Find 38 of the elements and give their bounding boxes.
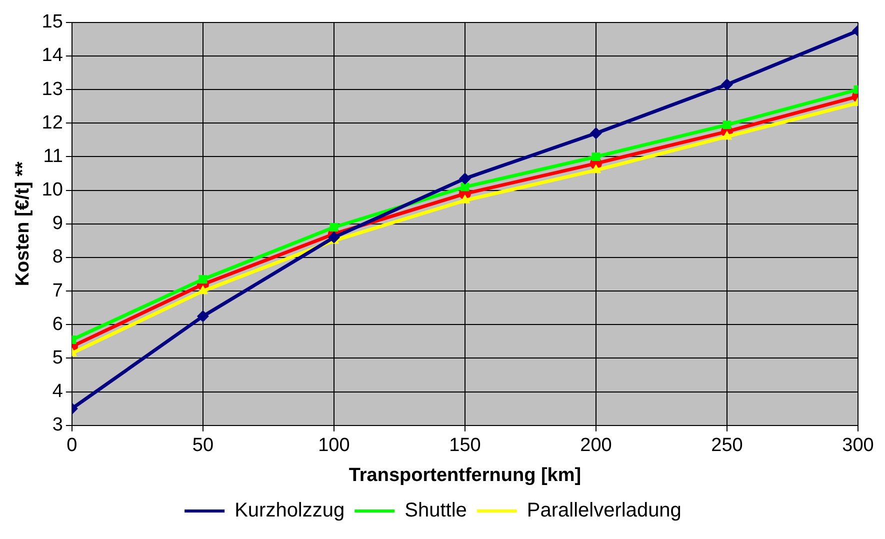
- point: [590, 127, 602, 140]
- point: [458, 172, 471, 185]
- x-tick-label: 150: [449, 435, 481, 456]
- point: [460, 194, 470, 204]
- point: [720, 78, 733, 91]
- y-tick-label: 14: [42, 45, 64, 66]
- point: [592, 152, 600, 161]
- y-tick-label: 6: [52, 314, 63, 335]
- legend-label: Shuttle: [404, 500, 467, 522]
- x-tick-label: 250: [711, 435, 743, 456]
- x-axis-title: Transportentfernung [km]: [348, 464, 582, 486]
- point: [460, 182, 470, 192]
- point: [330, 223, 338, 232]
- y-tick-label: 9: [52, 213, 63, 234]
- x-tick-label: 50: [192, 435, 214, 456]
- point: [590, 164, 602, 174]
- x-tick-label: 100: [318, 435, 350, 456]
- y-tick-label: 5: [52, 347, 63, 368]
- point: [722, 120, 732, 130]
- y-tick-label: 8: [52, 246, 63, 268]
- x-tick-label: 0: [66, 435, 78, 456]
- y-tick-label: 3: [52, 414, 63, 436]
- y-tick-label: 4: [52, 381, 64, 402]
- legend-label: Parallelverladung: [526, 500, 682, 522]
- y-tick-label: 10: [42, 180, 63, 201]
- y-tick-label: 12: [42, 112, 63, 134]
- point: [198, 275, 208, 284]
- y-tick-label: 15: [42, 12, 63, 33]
- point: [196, 310, 209, 322]
- y-tick-label: 13: [42, 78, 63, 100]
- point: [722, 130, 732, 140]
- legend-label: Kurzholzzug: [234, 500, 345, 522]
- y-tick-label: 7: [52, 280, 63, 302]
- y-axis-title: Kosten [€/t] **: [12, 161, 34, 286]
- y-tick-label: 11: [43, 146, 63, 167]
- point: [328, 231, 340, 244]
- x-tick-label: 200: [580, 435, 612, 456]
- x-tick-label: 300: [842, 435, 874, 456]
